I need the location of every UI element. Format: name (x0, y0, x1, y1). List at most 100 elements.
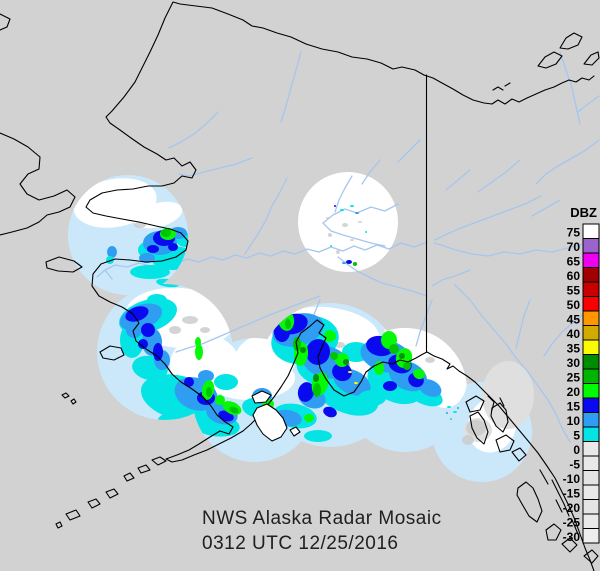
river-braid-north (334, 175, 353, 213)
echo-blob-15dbz (125, 306, 149, 322)
river-ne-1 (559, 51, 581, 125)
echo-blob-5dbz (340, 209, 344, 211)
legend-label-15dbz: 15 (567, 400, 581, 414)
echo-blob-5dbz (330, 245, 332, 247)
echo-blob-20dbz (215, 395, 225, 405)
legend-swatch-35dbz (582, 339, 600, 355)
echo-blob-10dbz (139, 253, 155, 263)
glacier-bay-lines (487, 395, 505, 411)
river-ne-2 (577, 95, 600, 113)
legend-label-20dbz: 20 (567, 385, 581, 399)
echo-blob-5dbz (453, 411, 457, 413)
echo-blob-25dbz (206, 387, 212, 397)
echo-blob-30dbz (300, 347, 306, 353)
clutter-speck (342, 223, 348, 227)
legend-label-35dbz: 35 (567, 342, 581, 356)
legend-label-65dbz: 65 (567, 255, 581, 269)
legend-swatch-70dbz (582, 238, 600, 254)
echo-blob-5dbz (450, 418, 452, 420)
echo-blob-15dbz (147, 245, 159, 253)
echo-blob-15dbz (323, 406, 337, 418)
coastline-russia (0, 132, 76, 236)
island-se-1 (545, 523, 562, 541)
clutter-speck (350, 239, 354, 241)
legend-swatch-25dbz (582, 368, 600, 384)
island-baranof (469, 411, 489, 445)
radar-coverage-circle (298, 172, 398, 272)
echo-blob-20dbz (413, 368, 425, 380)
river-copper (415, 299, 433, 347)
echo-blob-25dbz (353, 262, 357, 266)
map-title: NWS Alaska Radar Mosaic (202, 508, 442, 529)
river-interior-5 (531, 199, 561, 217)
clutter-speck (336, 250, 340, 254)
echo-blob-20dbz (304, 414, 314, 422)
island-se-2 (561, 537, 578, 553)
clutter-speck (182, 316, 198, 324)
river-tanana (337, 256, 428, 297)
legend-swatch-50dbz (582, 296, 600, 312)
echo-blob-10dbz (446, 412, 448, 414)
legend-title: DBZ (570, 205, 597, 220)
clutter-speck (200, 327, 210, 333)
echo-blob-25dbz (330, 352, 338, 360)
echo-blob-25dbz (285, 319, 291, 329)
echo-blob-15dbz (346, 260, 352, 264)
echo-blob-15dbz (332, 362, 352, 382)
river-kobuk (178, 157, 253, 177)
echo-blob-20dbz (195, 337, 201, 347)
echo-blob-5dbz (147, 294, 167, 306)
legend-swatch--10dbz (582, 470, 600, 486)
legend-label-50dbz: 50 (567, 298, 581, 312)
legend-label-40dbz: 40 (567, 327, 581, 341)
legend-swatch--25dbz (582, 513, 600, 529)
legend-swatch-65dbz (582, 252, 600, 268)
island-arctic-2 (559, 32, 583, 50)
legend-label-75dbz: 75 (567, 226, 581, 240)
echo-blob-10dbz (107, 246, 117, 258)
legend-swatch-20dbz (582, 383, 600, 399)
legend-label--20dbz: -20 (563, 501, 581, 515)
fjord-lines-1 (539, 469, 579, 535)
legend-label-55dbz: 55 (567, 284, 581, 298)
river-se-1 (454, 284, 571, 443)
island-aleutian-7 (55, 521, 63, 529)
legend-swatch-45dbz (582, 310, 600, 326)
mackenzie-delta (492, 82, 511, 91)
clutter-speck (169, 326, 181, 334)
coastline-arctic-canada (423, 74, 595, 105)
echo-blob-20dbz (195, 344, 203, 360)
legend-swatch-30dbz (582, 354, 600, 370)
echo-blob-30dbz (343, 359, 349, 365)
legend-swatch-40dbz (582, 325, 600, 341)
echo-blob-5dbz (358, 390, 386, 406)
legend-label--15dbz: -15 (563, 487, 581, 501)
island-aleutian-2 (137, 464, 151, 474)
island-pribilof-1 (61, 392, 70, 399)
river-noatak (168, 111, 219, 149)
echo-blob-5dbz (130, 265, 170, 279)
clutter-speck (466, 420, 486, 436)
echo-blob-35dbz (348, 371, 352, 373)
river-porcupine (434, 195, 542, 241)
island-arctic-3 (583, 51, 600, 66)
echo-blob-15dbz (305, 339, 331, 365)
echo-blob-25dbz (229, 406, 239, 414)
island-se-3 (583, 549, 599, 564)
caption-block: NWS Alaska Radar Mosaic 0312 UTC 12/25/2… (202, 508, 442, 554)
echo-blob-5dbz (447, 406, 451, 408)
river-interior-1 (361, 159, 381, 185)
river-koyukuk (244, 177, 288, 255)
clutter-speck (358, 221, 362, 223)
echo-blob-30dbz (313, 374, 319, 382)
coastline-corner (0, 13, 11, 31)
echo-blob-15dbz (184, 377, 194, 387)
legend-label-10dbz: 10 (567, 414, 581, 428)
island-afognak (251, 390, 272, 404)
island-kupreanof (495, 434, 515, 453)
echo-blob-5dbz (304, 430, 332, 442)
clutter-speck (328, 233, 332, 237)
echo-blob-25dbz (161, 229, 171, 237)
legend-label-5dbz: 5 (573, 429, 580, 443)
